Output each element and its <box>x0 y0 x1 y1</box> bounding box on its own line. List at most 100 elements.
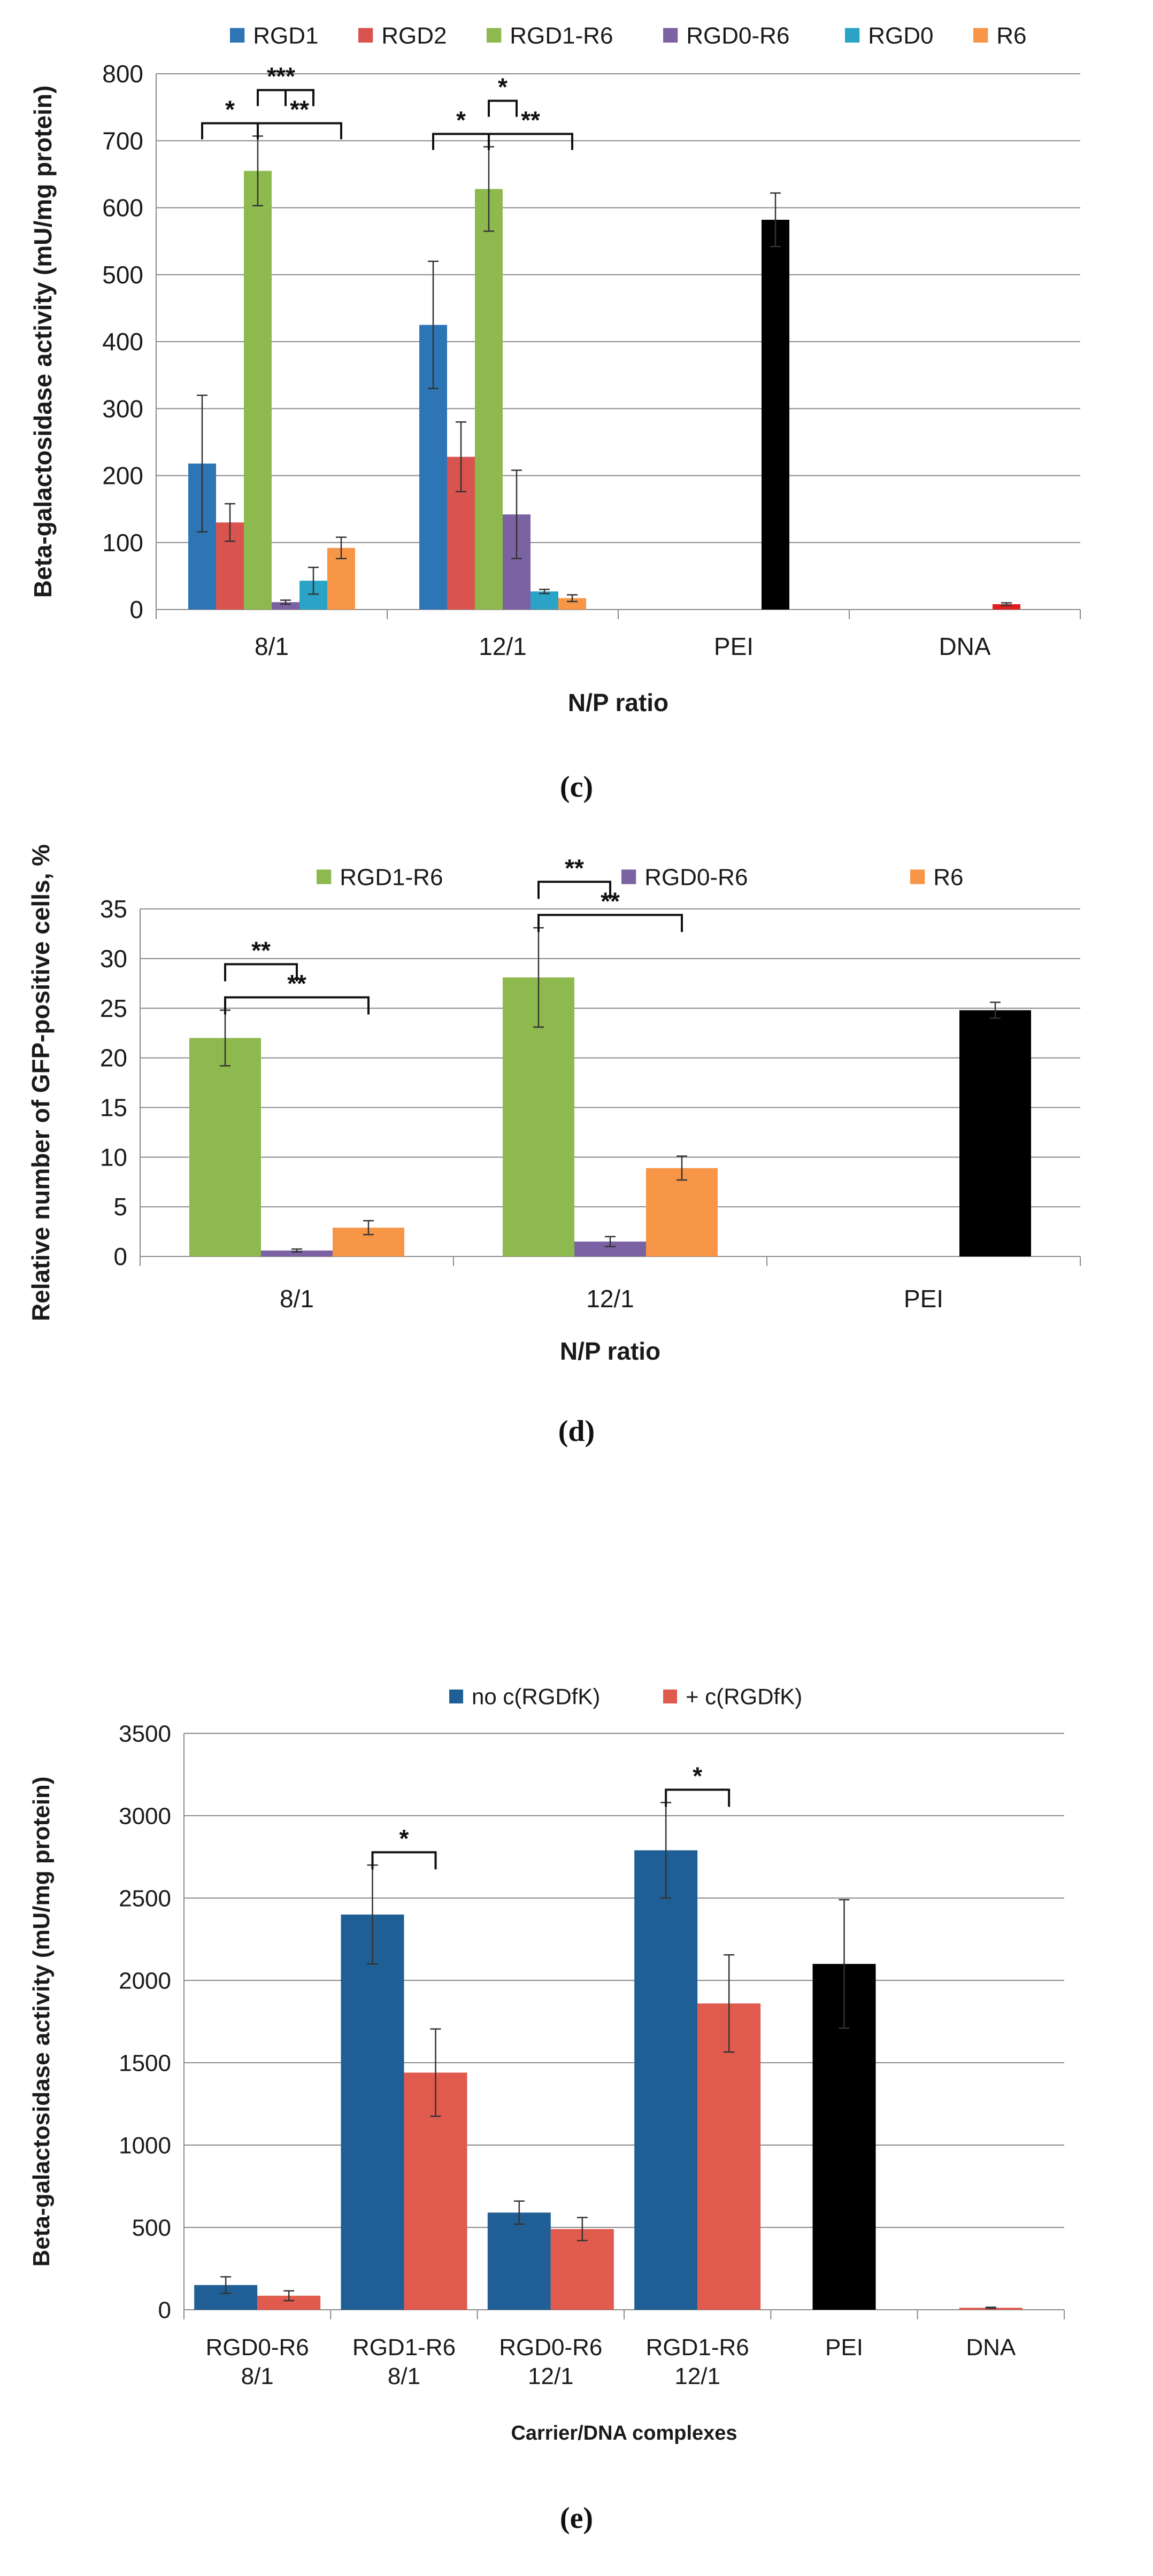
chart1-y-tick-label: 700 <box>102 127 143 155</box>
chart2-significance-label: ** <box>601 887 620 915</box>
chart1-legend-swatch <box>663 28 678 43</box>
chart3-x-tick-label: RGD0-R6 <box>499 2334 602 2361</box>
chart2-y-tick-label: 25 <box>100 994 127 1022</box>
chart2-legend-label: RGD0-R6 <box>644 864 748 890</box>
chart3-y-tick-label: 2000 <box>119 1968 171 1994</box>
chart2-x-tick-label: 8/1 <box>280 1285 314 1313</box>
chart1-y-tick-label: 300 <box>102 395 143 422</box>
chart1-legend-label: RGD0-R6 <box>686 22 789 49</box>
chart2-significance-label: ** <box>287 969 306 997</box>
chart3-y-axis-title: Beta-galactosidase activity (mU/mg prote… <box>28 1777 55 2267</box>
chart1-significance-bracket <box>201 122 259 140</box>
chart1-y-tick-label: 100 <box>102 529 143 557</box>
chart3-significance-label: * <box>399 1824 409 1852</box>
chart1-significance-bracket <box>488 99 518 117</box>
chart1-panel-label: (c) <box>560 770 593 804</box>
chart1-bar-rgd0-r6 <box>272 602 299 610</box>
chart1-y-tick-label: 600 <box>102 194 143 222</box>
chart1-bar-rgd0 <box>531 591 558 610</box>
chart3-bar-no-c-rgdfk <box>634 1850 698 2310</box>
chart3-legend-label: + c(RGDfK) <box>686 1684 802 1709</box>
chart3-legend-swatch <box>663 1689 678 1704</box>
chart1-significance-label: ** <box>290 95 309 123</box>
chart2-y-tick-label: 10 <box>100 1143 127 1171</box>
chart2-x-axis-title: N/P ratio <box>560 1337 660 1365</box>
panel-d-chart: 0 5 10 15 20 25 30 35 8/1 12/1 PEI ** ** ** ** RGD1-R6 R… <box>27 844 1081 1448</box>
chart2-significance-bracket <box>537 914 683 932</box>
chart2-bar-rgd0-r6 <box>261 1250 333 1256</box>
chart2-bar-r6 <box>646 1168 718 1256</box>
chart2-y-tick-label: 5 <box>113 1193 127 1221</box>
chart2-y-tick-label: 35 <box>100 895 127 923</box>
chart3-x-tick-label: 12/1 <box>528 2363 574 2389</box>
chart3-significance-label: * <box>693 1762 702 1790</box>
chart1-y-tick-label: 200 <box>102 462 143 490</box>
chart2-significance-bracket <box>224 996 370 1015</box>
chart1-x-tick-label: PEI <box>714 633 754 660</box>
chart2-y-tick-label: 0 <box>113 1243 127 1270</box>
chart1-legend-label: RGD1 <box>253 22 318 49</box>
chart1-y-tick-label: 0 <box>129 596 143 623</box>
chart1-legend-swatch <box>358 28 373 43</box>
chart2-significance-bracket <box>537 881 611 899</box>
chart3-bar-c-rgdfk <box>697 2003 761 2310</box>
chart2-bar-pei <box>959 1010 1031 1256</box>
chart1-legend-label: RGD0 <box>868 22 933 49</box>
chart3-y-tick-label: 3000 <box>119 1803 171 1829</box>
chart3-bar-c-rgdfk <box>550 2229 614 2310</box>
chart3-bar-no-c-rgdfk <box>341 1914 404 2310</box>
chart3-y-tick-label: 1000 <box>119 2132 171 2158</box>
chart2-x-tick-label: PEI <box>904 1285 943 1313</box>
chart3-y-tick-label: 3500 <box>119 1721 171 1747</box>
chart3-bar-no-c-rgdfk <box>487 2212 551 2310</box>
panel-e-chart: 0500100015002000250030003500RGD0-R68/1RG… <box>28 1684 1065 2535</box>
chart3-x-tick-label: RGD1-R6 <box>646 2334 749 2361</box>
chart2-legend-swatch <box>317 869 332 884</box>
chart2-legend-swatch <box>910 869 925 884</box>
chart2-legend-label: R6 <box>933 864 963 890</box>
chart1-legend-swatch <box>230 28 245 43</box>
chart3-legend-label: no c(RGDfK) <box>472 1684 600 1709</box>
chart1-bar-r6 <box>558 598 586 610</box>
chart1-legend-label: RGD2 <box>381 22 447 49</box>
chart2-legend-label: RGD1-R6 <box>340 864 443 890</box>
chart2-y-tick-label: 15 <box>100 1094 127 1122</box>
chart3-significance-bracket <box>665 1788 731 1807</box>
chart1-significance-bracket <box>488 133 573 150</box>
chart1-bar-rgd1-r6 <box>244 171 272 610</box>
chart1-significance-label: ** <box>276 62 295 90</box>
chart1-y-tick-label: 800 <box>102 60 143 88</box>
chart1-significance-bracket <box>257 89 287 106</box>
chart2-significance-bracket <box>224 963 298 982</box>
chart1-legend-label: R6 <box>996 22 1026 49</box>
chart1-y-tick-label: 500 <box>102 261 143 289</box>
chart3-y-tick-label: 2500 <box>119 1885 171 1911</box>
chart1-legend-swatch <box>845 28 860 43</box>
chart1-legend-swatch <box>487 28 502 43</box>
chart2-y-tick-label: 30 <box>100 945 127 973</box>
chart1-bar-rgd1-r6 <box>475 189 503 610</box>
chart3-x-tick-label: RGD1-R6 <box>352 2334 456 2361</box>
chart1-legend-label: RGD1-R6 <box>510 22 613 49</box>
chart3-y-tick-label: 0 <box>158 2297 171 2323</box>
chart1-bar-dna <box>993 604 1020 610</box>
chart1-y-tick-label: 400 <box>102 328 143 356</box>
chart2-bar-rgd1-r6 <box>189 1038 261 1256</box>
chart3-x-tick-label: DNA <box>966 2334 1016 2361</box>
chart3-x-axis-title: Carrier/DNA complexes <box>511 2422 737 2444</box>
chart2-significance-label: ** <box>251 936 271 964</box>
chart3-x-tick-label: 8/1 <box>241 2363 274 2389</box>
chart1-significance-label: * <box>267 62 276 90</box>
chart1-significance-label: * <box>456 106 466 134</box>
chart1-bar-pei <box>762 220 789 610</box>
chart2-x-tick-label: 12/1 <box>586 1285 634 1313</box>
chart1-significance-label: ** <box>521 106 540 134</box>
chart1-significance-bracket <box>257 89 314 106</box>
chart2-significance-label: ** <box>565 854 584 882</box>
chart3-y-tick-label: 500 <box>132 2215 171 2241</box>
chart1-legend-swatch <box>973 28 988 43</box>
chart3-significance-bracket <box>371 1851 437 1870</box>
chart1-x-axis-title: N/P ratio <box>568 689 668 716</box>
chart3-x-tick-label: 8/1 <box>388 2363 420 2389</box>
